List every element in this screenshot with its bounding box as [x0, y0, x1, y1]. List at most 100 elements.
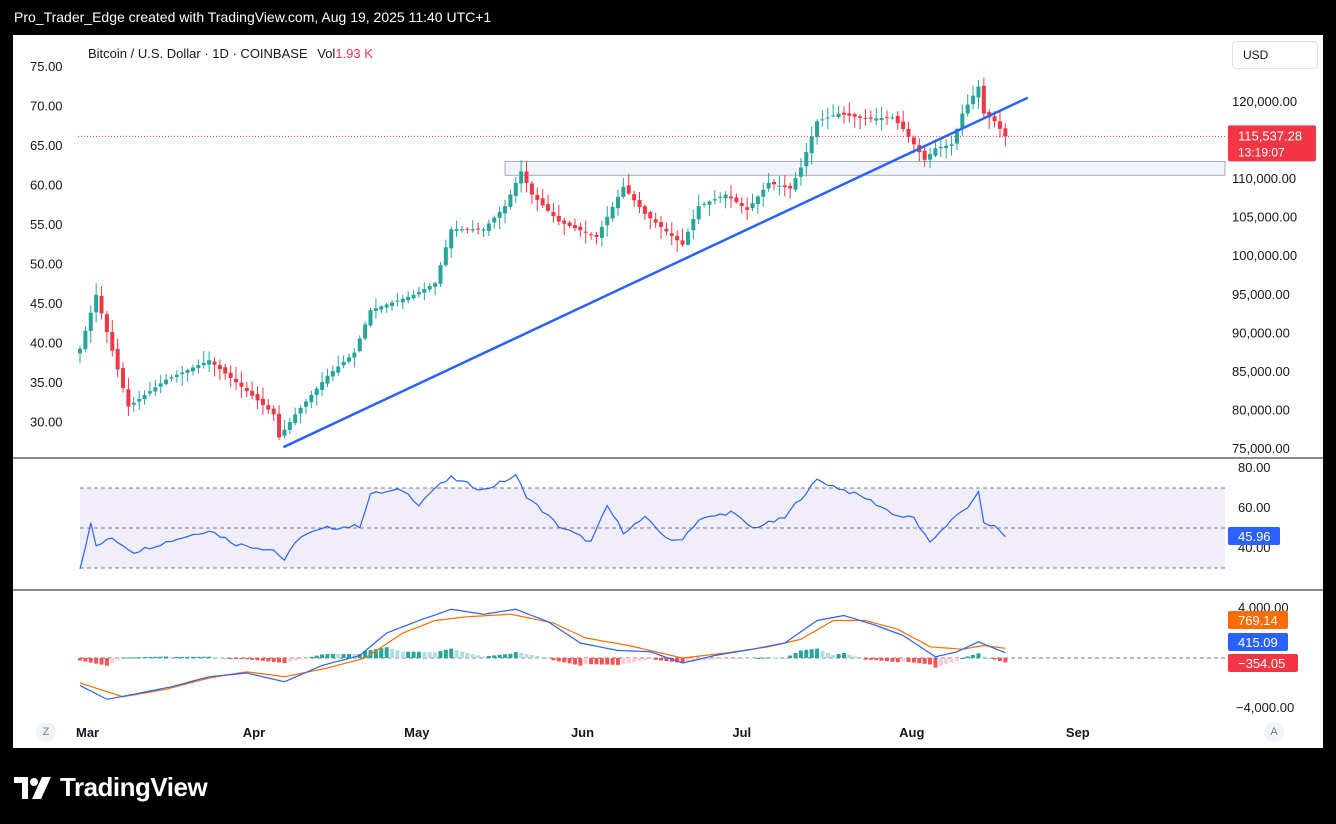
candle-body — [115, 348, 120, 370]
candle-body — [782, 185, 787, 188]
candle-body — [443, 247, 448, 266]
macd-histogram-bar — [303, 658, 308, 659]
candle-body — [212, 361, 217, 365]
macd-histogram-bar — [158, 656, 163, 658]
macd-signal-tag-text: 769.14 — [1238, 613, 1278, 628]
candle-body — [653, 219, 658, 223]
macd-histogram-bar — [314, 655, 319, 658]
macd-histogram-bar — [373, 649, 378, 658]
x-tick-label: Sep — [1066, 725, 1090, 740]
candle-body — [373, 308, 378, 311]
candle-body — [750, 203, 755, 209]
candle-body — [874, 118, 879, 121]
candle-body — [201, 362, 206, 366]
price-tick-label: 80,000.00 — [1232, 402, 1290, 417]
macd-histogram-bar — [88, 658, 93, 663]
candle-body — [142, 395, 147, 400]
macd-histogram-bar — [83, 658, 88, 662]
macd-histogram-bar — [449, 648, 454, 658]
currency-button[interactable]: USD — [1232, 41, 1318, 69]
macd-histogram-bar — [928, 658, 933, 665]
macd-histogram-bar — [777, 657, 782, 659]
macd-histogram-bar — [255, 658, 260, 661]
candle-body — [954, 128, 959, 144]
candle-body — [664, 228, 669, 232]
candle-body — [928, 154, 933, 160]
candle-body — [1003, 128, 1008, 137]
macd-histogram-bar — [944, 658, 949, 665]
macd-histogram-bar — [400, 651, 405, 658]
candle-body — [809, 136, 814, 154]
macd-histogram-bar — [858, 658, 863, 659]
candle-body — [481, 229, 486, 231]
macd-histogram-bar — [938, 658, 943, 666]
macd-histogram-bar — [459, 651, 464, 658]
symbol-info[interactable]: Bitcoin / U.S. Dollar · 1D · COINBASE Vo… — [88, 46, 373, 61]
candle-body — [465, 228, 470, 230]
candle-body — [309, 395, 314, 403]
macd-histogram-bar — [960, 658, 965, 659]
candle-body — [933, 148, 938, 156]
last-price-value: 115,537.28 — [1238, 128, 1302, 143]
candle-body — [815, 121, 820, 137]
candle-body — [293, 414, 298, 424]
candle-body — [121, 368, 126, 388]
x-tick-label: Jul — [732, 725, 751, 740]
left-tick-label: 35.00 — [30, 375, 63, 390]
macd-histogram-bar — [234, 658, 239, 659]
candle-body — [739, 202, 744, 207]
candle-body — [659, 222, 664, 228]
candle-body — [981, 85, 986, 114]
zoom-button[interactable]: Z — [36, 722, 56, 742]
candle-body — [626, 185, 631, 194]
candle-body — [190, 367, 195, 372]
macd-histogram-bar — [815, 648, 820, 658]
auto-scale-button[interactable]: A — [1264, 722, 1284, 742]
candle-body — [88, 312, 93, 331]
macd-histogram-bar — [320, 654, 325, 658]
macd-histogram-bar — [653, 658, 658, 660]
macd-histogram-bar — [702, 658, 707, 661]
candle-body — [868, 117, 873, 119]
candle-body — [589, 234, 594, 236]
macd-histogram-bar — [809, 649, 814, 658]
macd-histogram-bar — [659, 658, 664, 661]
candle-body — [642, 206, 647, 214]
macd-histogram-bar — [347, 654, 351, 658]
macd-histogram-bar — [416, 651, 421, 658]
left-tick-label: 30.00 — [30, 415, 63, 430]
macd-histogram-bar — [223, 657, 228, 659]
macd-histogram-bar — [104, 658, 109, 666]
candle-body — [734, 197, 739, 203]
candle-body — [605, 216, 610, 226]
macd-histogram-bar — [825, 652, 830, 658]
macd-histogram-bar — [772, 657, 777, 659]
candle-body — [347, 357, 351, 362]
candle-body — [637, 200, 642, 208]
macd-histogram-bar — [637, 658, 642, 662]
candle-body — [960, 113, 965, 129]
candle-body — [675, 235, 680, 241]
candle-body — [513, 182, 518, 197]
macd-histogram-tag — [1228, 654, 1298, 672]
candle-body — [621, 186, 626, 197]
candle-body — [228, 372, 233, 378]
candle-body — [519, 171, 524, 184]
candle-body — [820, 119, 825, 121]
candle-body — [158, 383, 163, 387]
countdown-value: 13:19:07 — [1238, 145, 1285, 159]
macd-histogram-bar — [330, 654, 335, 658]
trendline — [283, 96, 1029, 448]
macd-histogram-bar — [352, 654, 357, 658]
macd-histogram-bar — [745, 658, 750, 659]
candle-body — [766, 182, 771, 189]
candle-body — [906, 128, 911, 137]
candle-body — [976, 86, 981, 98]
macd-histogram-bar — [922, 658, 927, 664]
macd-histogram-bar — [911, 658, 916, 663]
candle-body — [266, 405, 271, 410]
macd-histogram-bar — [271, 658, 276, 662]
candle-body — [890, 117, 895, 119]
candle-body — [680, 240, 685, 245]
